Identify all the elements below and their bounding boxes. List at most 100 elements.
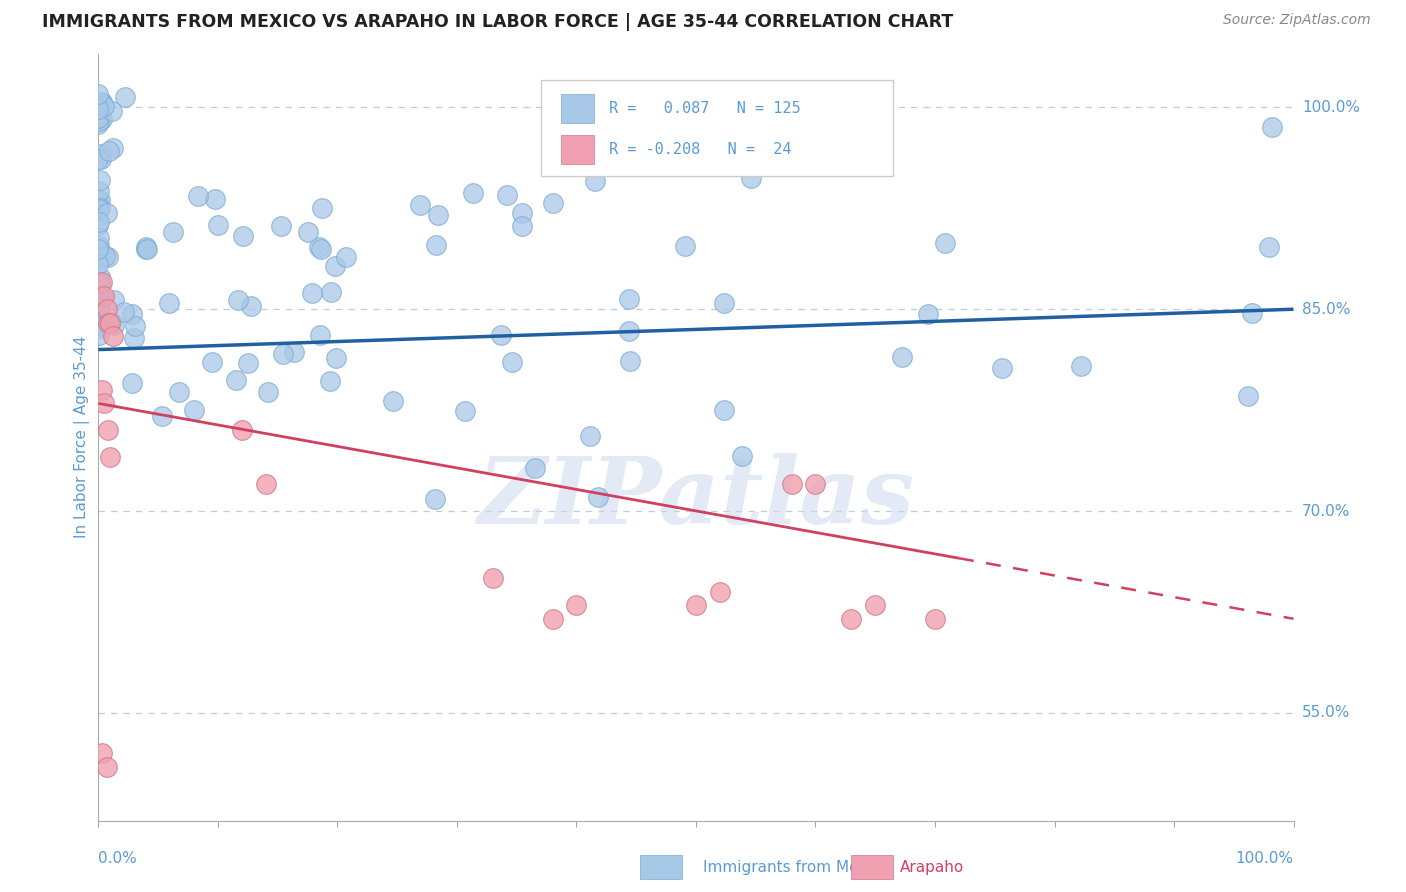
Point	[93, 99, 115, 113]
Point	[87, 219, 110, 233]
Point	[257, 384, 280, 399]
Point	[100, 315, 122, 329]
Text: R =   0.087   N = 125: R = 0.087 N = 125	[609, 101, 800, 116]
Point	[91, 318, 114, 333]
Point	[87, 102, 110, 116]
Point	[97, 250, 120, 264]
Point	[89, 202, 111, 217]
Point	[135, 240, 157, 254]
Point	[588, 490, 610, 504]
Point	[87, 215, 110, 229]
Point	[101, 103, 124, 118]
Point	[183, 403, 205, 417]
Point	[297, 225, 319, 239]
Point	[319, 375, 342, 389]
Point	[273, 347, 295, 361]
Point	[426, 208, 449, 222]
Point	[87, 250, 110, 264]
Point	[1237, 389, 1260, 403]
Point	[91, 383, 114, 397]
Point	[87, 112, 110, 126]
Point	[461, 186, 484, 200]
Text: 55.0%: 55.0%	[1302, 706, 1350, 721]
Point	[617, 324, 640, 338]
Point	[135, 242, 157, 256]
Point	[89, 307, 111, 321]
Point	[89, 112, 111, 127]
Point	[87, 184, 110, 198]
Point	[501, 355, 523, 369]
Point	[90, 152, 112, 166]
Point	[93, 289, 115, 303]
Point	[231, 423, 253, 437]
Point	[101, 141, 124, 155]
Point	[98, 316, 122, 330]
FancyBboxPatch shape	[561, 135, 595, 164]
Point	[228, 293, 250, 307]
Point	[841, 612, 863, 626]
Point	[87, 315, 110, 329]
Point	[1261, 120, 1284, 135]
Point	[865, 599, 887, 613]
Point	[89, 301, 111, 315]
Point	[87, 317, 110, 331]
Point	[90, 290, 112, 304]
Point	[325, 351, 347, 366]
Point	[162, 225, 184, 239]
Point	[207, 218, 229, 232]
Point	[481, 571, 505, 585]
Point	[890, 350, 912, 364]
Point	[524, 461, 547, 475]
Point	[167, 385, 190, 400]
Point	[121, 376, 143, 391]
Point	[89, 317, 111, 331]
Point	[991, 361, 1014, 376]
Point	[89, 201, 111, 215]
Text: ZIPatlas: ZIPatlas	[478, 453, 914, 543]
Point	[93, 396, 115, 410]
Point	[90, 96, 112, 111]
Point	[780, 477, 803, 491]
Point	[254, 477, 277, 491]
Point	[541, 612, 564, 626]
Point	[87, 87, 110, 101]
Point	[917, 307, 939, 321]
Point	[96, 206, 118, 220]
Point	[87, 117, 110, 131]
Point	[924, 612, 946, 626]
Point	[87, 239, 110, 253]
Point	[270, 219, 292, 234]
Point	[673, 239, 696, 253]
Point	[225, 373, 247, 387]
Text: Source: ZipAtlas.com: Source: ZipAtlas.com	[1223, 13, 1371, 28]
Point	[89, 269, 111, 284]
Point	[122, 331, 145, 345]
Text: 70.0%: 70.0%	[1302, 504, 1350, 518]
Text: Arapaho: Arapaho	[900, 860, 965, 874]
Point	[90, 247, 112, 261]
Point	[89, 277, 111, 292]
Point	[103, 293, 125, 307]
FancyBboxPatch shape	[561, 94, 595, 123]
Point	[709, 585, 731, 599]
Point	[713, 296, 735, 310]
Point	[136, 242, 159, 256]
Point	[335, 250, 357, 264]
Point	[87, 152, 110, 166]
Point	[309, 328, 332, 343]
Text: IMMIGRANTS FROM MEXICO VS ARAPAHO IN LABOR FORCE | AGE 35-44 CORRELATION CHART: IMMIGRANTS FROM MEXICO VS ARAPAHO IN LAB…	[42, 13, 953, 31]
Point	[91, 747, 114, 761]
Point	[96, 302, 118, 317]
Point	[90, 146, 112, 161]
Point	[91, 275, 114, 289]
FancyBboxPatch shape	[541, 80, 893, 177]
Point	[934, 235, 956, 250]
Point	[112, 304, 135, 318]
Point	[301, 286, 323, 301]
Point	[87, 296, 110, 310]
Point	[409, 198, 432, 212]
Y-axis label: In Labor Force | Age 35-44: In Labor Force | Age 35-44	[75, 336, 90, 538]
Point	[1240, 306, 1263, 320]
Point	[510, 219, 533, 234]
Point	[619, 353, 641, 368]
